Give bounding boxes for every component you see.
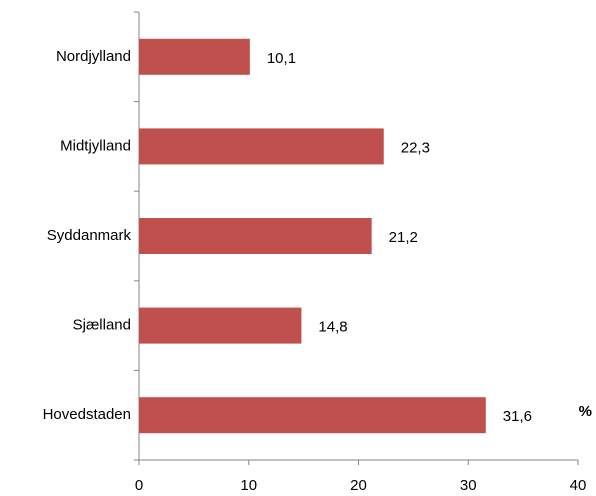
x-tick-label: 40 [570,477,587,494]
value-label: 22,3 [401,139,430,156]
value-label: 10,1 [267,50,296,67]
value-label: 21,2 [389,229,418,246]
value-label: 31,6 [503,408,532,425]
bar [139,128,384,165]
x-tick-label: 0 [135,477,143,494]
y-tick-label: Midtjylland [60,137,131,154]
x-tick-label: 10 [240,477,257,494]
y-tick-label: Sjælland [73,317,131,334]
unit-annotation: % [579,403,592,420]
bar [139,218,372,254]
y-tick-label: Syddanmark [47,227,132,244]
bar [139,38,250,75]
x-tick-label: 30 [460,477,477,494]
y-tick-label: Hovedstaden [43,406,131,423]
bar [139,397,486,434]
bar [139,307,302,344]
value-label: 14,8 [318,319,347,336]
y-tick-label: Nordjylland [56,48,131,65]
x-tick-label: 20 [350,477,367,494]
